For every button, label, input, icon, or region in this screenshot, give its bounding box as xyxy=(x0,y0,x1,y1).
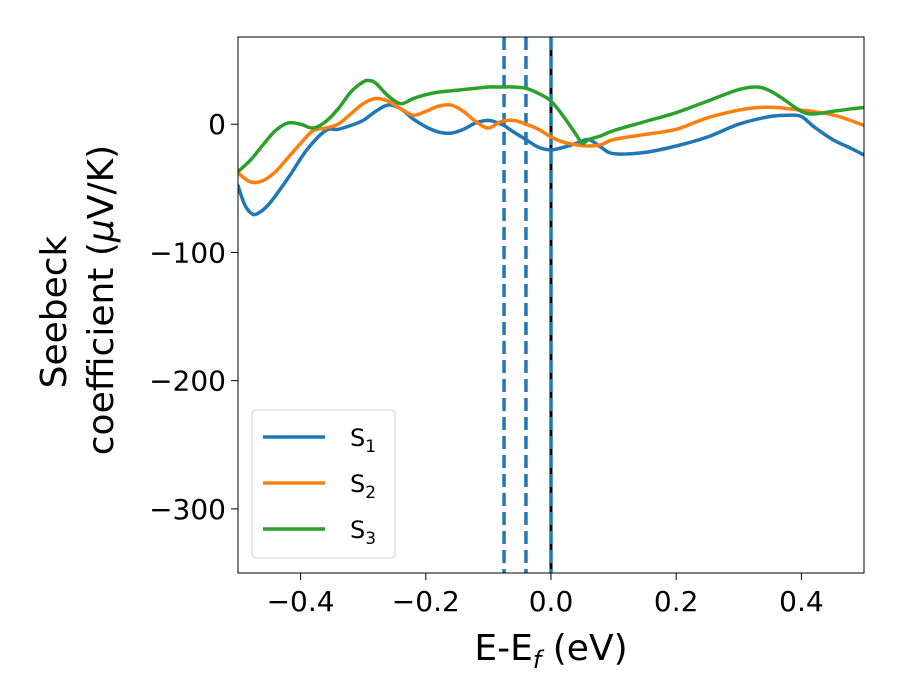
x-tick-label: 0.2 xyxy=(654,585,699,618)
y-tick-label: −300 xyxy=(149,493,226,526)
series-line-s3 xyxy=(238,78,864,174)
y-axis-label-suffix: V/K) xyxy=(81,145,122,219)
series-line-s2 xyxy=(238,96,864,185)
legend-label-s3: S3 xyxy=(350,516,376,549)
series-lines xyxy=(238,78,864,217)
x-axis-label-unit: (eV) xyxy=(541,628,627,669)
legend-label-s2: S2 xyxy=(350,470,376,503)
y-axis-label-mu: μ xyxy=(81,219,122,243)
x-axis-label: E-Ef (eV) xyxy=(474,628,627,674)
y-axis-label-line2: coefficient (μV/K) xyxy=(81,145,122,455)
x-tick-label: 0.4 xyxy=(779,585,824,618)
y-axis-ticks: 0 −100 −200 −300 xyxy=(149,108,238,526)
y-tick-label: −100 xyxy=(149,236,226,269)
y-tick-label: 0 xyxy=(208,108,226,141)
y-tick-label: −200 xyxy=(149,365,226,398)
legend-items: S1 S2 S3 xyxy=(263,424,376,549)
x-tick-label: −0.4 xyxy=(267,585,335,618)
x-tick-label: 0.0 xyxy=(529,585,574,618)
x-tick-label: −0.2 xyxy=(392,585,460,618)
reference-lines xyxy=(502,37,553,573)
y-axis-label-line1: Seebeck xyxy=(34,235,75,388)
legend-label-s1: S1 xyxy=(350,424,376,457)
y-axis-label-prefix: coefficient ( xyxy=(81,242,122,455)
legend: S1 S2 S3 xyxy=(251,409,396,559)
x-axis-ticks: −0.4 −0.2 0.0 0.2 0.4 xyxy=(267,573,824,618)
x-axis-label-main: E-E xyxy=(474,628,532,669)
